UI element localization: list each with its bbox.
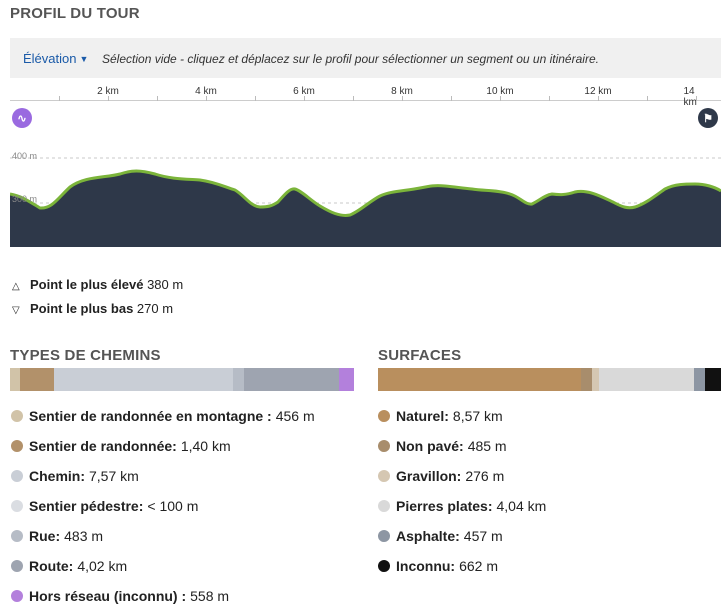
triangle-up-icon: △	[12, 281, 20, 292]
bar-segment	[592, 368, 599, 391]
color-dot	[11, 440, 23, 452]
color-dot	[11, 470, 23, 482]
km-label: 10 km	[486, 86, 514, 97]
color-dot	[11, 500, 23, 512]
ruler-tick	[696, 96, 697, 101]
list-item: Sentier de randonnée: 1,40 km	[11, 431, 315, 461]
bar-segment	[233, 368, 244, 391]
distance-ruler: 2 km 4 km 6 km 8 km 10 km 12 km 14 km	[10, 80, 721, 108]
bar-segment	[581, 368, 592, 391]
highest-point: △ Point le plus élevé 380 m	[12, 277, 184, 292]
triangle-down-icon: ▽	[12, 305, 20, 316]
elevation-profile-svg[interactable]	[10, 104, 721, 247]
ruler-tick	[402, 96, 403, 101]
color-dot	[378, 530, 390, 542]
ruler-tick	[304, 96, 305, 101]
ruler-tick	[549, 96, 550, 101]
way-types-list: Sentier de randonnée en montagne :456 m …	[11, 401, 315, 611]
list-item: Naturel: 8,57 km	[378, 401, 546, 431]
km-label: 14 km	[683, 86, 697, 108]
color-dot	[378, 470, 390, 482]
list-item: Pierres plates: 4,04 km	[378, 491, 546, 521]
color-dot	[378, 500, 390, 512]
ruler-tick	[59, 96, 60, 101]
bar-segment	[705, 368, 721, 391]
surfaces-bar[interactable]	[378, 368, 721, 391]
ruler-tick	[353, 96, 354, 101]
ruler-tick	[206, 96, 207, 101]
bar-segment	[339, 368, 354, 391]
elevation-dropdown-label: Élévation	[23, 51, 77, 66]
ruler-tick	[108, 96, 109, 101]
km-label: 6 km	[293, 86, 315, 97]
bar-segment	[54, 368, 233, 391]
bar-segment	[599, 368, 694, 391]
list-item: Sentier de randonnée en montagne :456 m	[11, 401, 315, 431]
way-types-bar[interactable]	[10, 368, 354, 391]
y-axis-label: 400 m	[12, 151, 38, 161]
km-label: 2 km	[97, 86, 119, 97]
ruler-tick	[647, 96, 648, 101]
km-label: 4 km	[195, 86, 217, 97]
color-dot	[11, 590, 23, 602]
elevation-line	[10, 169, 721, 217]
list-item: Chemin: 7,57 km	[11, 461, 315, 491]
list-item: Asphalte: 457 m	[378, 521, 546, 551]
color-dot	[378, 560, 390, 572]
list-item: Sentier pédestre: < 100 m	[11, 491, 315, 521]
elevation-dropdown[interactable]: Élévation ▼	[23, 51, 88, 66]
surfaces-list: Naturel: 8,57 km Non pavé: 485 m Gravillon…	[378, 401, 546, 581]
route-start-icon[interactable]: ∿	[12, 108, 32, 128]
ruler-tick	[451, 96, 452, 101]
bar-segment	[244, 368, 339, 391]
bar-segment	[20, 368, 54, 391]
bar-segment	[694, 368, 705, 391]
bar-segment	[10, 368, 20, 391]
chevron-down-icon: ▼	[79, 54, 89, 64]
ruler-tick	[500, 96, 501, 101]
elevation-profile-chart[interactable]: 400 m 300 m ∿ ⚑	[10, 104, 721, 247]
km-label: 8 km	[391, 86, 413, 97]
list-item: Non pavé: 485 m	[378, 431, 546, 461]
ruler-tick	[157, 96, 158, 101]
list-item: Inconnu: 662 m	[378, 551, 546, 581]
list-item: Gravillon: 276 m	[378, 461, 546, 491]
ruler-tick	[255, 96, 256, 101]
color-dot	[11, 560, 23, 572]
list-item: Hors réseau (inconnu) :558 m	[11, 581, 315, 611]
color-dot	[11, 410, 23, 422]
surfaces-title: SURFACES	[378, 347, 462, 364]
profile-toolbar: Élévation ▼ Sélection vide - cliquez et d…	[10, 38, 721, 78]
color-dot	[11, 530, 23, 542]
lowest-point: ▽ Point le plus bas 270 m	[12, 301, 174, 316]
y-axis-label: 300 m	[12, 194, 38, 204]
page-title: PROFIL DU TOUR	[10, 5, 140, 22]
way-types-title: TYPES DE CHEMINS	[10, 347, 161, 364]
list-item: Rue: 483 m	[11, 521, 315, 551]
ruler-tick	[598, 96, 599, 101]
color-dot	[378, 440, 390, 452]
color-dot	[378, 410, 390, 422]
bar-segment	[378, 368, 581, 391]
km-label: 12 km	[584, 86, 612, 97]
list-item: Route: 4,02 km	[11, 551, 315, 581]
finish-flag-icon[interactable]: ⚑	[698, 108, 718, 128]
elevation-area	[10, 171, 721, 247]
selection-hint: Sélection vide - cliquez et déplacez sur…	[102, 52, 599, 66]
